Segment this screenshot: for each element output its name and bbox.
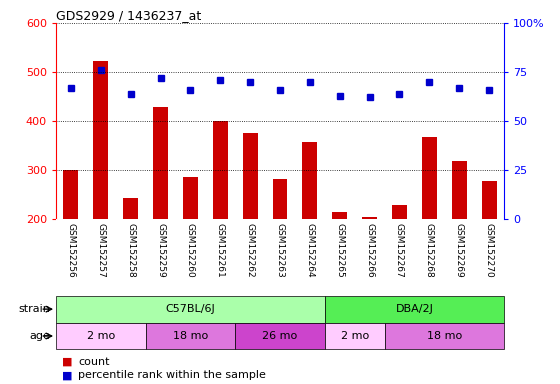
Bar bbox=[422, 137, 437, 219]
Text: GSM152263: GSM152263 bbox=[276, 223, 284, 278]
Text: GSM152270: GSM152270 bbox=[484, 223, 493, 278]
Bar bbox=[273, 179, 287, 219]
Text: 18 mo: 18 mo bbox=[173, 331, 208, 341]
Bar bbox=[56, 296, 325, 323]
Text: age: age bbox=[30, 331, 50, 341]
Text: 18 mo: 18 mo bbox=[427, 331, 462, 341]
Text: GSM152265: GSM152265 bbox=[335, 223, 344, 278]
Bar bbox=[146, 323, 235, 349]
Text: ■: ■ bbox=[62, 370, 72, 381]
Bar bbox=[332, 212, 347, 219]
Bar bbox=[153, 107, 168, 219]
Text: 2 mo: 2 mo bbox=[340, 331, 369, 341]
Text: ■: ■ bbox=[62, 356, 72, 367]
Text: GSM152269: GSM152269 bbox=[455, 223, 464, 278]
Text: GSM152261: GSM152261 bbox=[216, 223, 225, 278]
Text: GSM152268: GSM152268 bbox=[425, 223, 434, 278]
Text: 26 mo: 26 mo bbox=[263, 331, 297, 341]
Bar bbox=[362, 217, 377, 219]
Text: GSM152266: GSM152266 bbox=[365, 223, 374, 278]
Bar bbox=[242, 133, 258, 219]
Bar bbox=[385, 323, 504, 349]
Text: GSM152267: GSM152267 bbox=[395, 223, 404, 278]
Text: percentile rank within the sample: percentile rank within the sample bbox=[78, 370, 266, 381]
Bar bbox=[94, 61, 108, 219]
Bar bbox=[482, 181, 497, 219]
Text: GSM152264: GSM152264 bbox=[305, 223, 314, 277]
Text: GSM152260: GSM152260 bbox=[186, 223, 195, 278]
Bar bbox=[123, 198, 138, 219]
Text: GDS2929 / 1436237_at: GDS2929 / 1436237_at bbox=[56, 9, 201, 22]
Text: count: count bbox=[78, 356, 110, 367]
Text: 2 mo: 2 mo bbox=[87, 331, 115, 341]
Bar bbox=[325, 296, 504, 323]
Text: DBA/2J: DBA/2J bbox=[395, 304, 433, 314]
Bar bbox=[213, 121, 228, 219]
Text: GSM152262: GSM152262 bbox=[246, 223, 255, 277]
Bar bbox=[63, 170, 78, 219]
Bar bbox=[392, 205, 407, 219]
Bar bbox=[452, 161, 466, 219]
Text: GSM152257: GSM152257 bbox=[96, 223, 105, 278]
Text: C57BL/6J: C57BL/6J bbox=[166, 304, 215, 314]
Text: strain: strain bbox=[18, 304, 50, 314]
Text: GSM152258: GSM152258 bbox=[126, 223, 135, 278]
Bar bbox=[235, 323, 325, 349]
Text: GSM152256: GSM152256 bbox=[67, 223, 76, 278]
Text: GSM152259: GSM152259 bbox=[156, 223, 165, 278]
Bar bbox=[325, 323, 385, 349]
Bar bbox=[56, 323, 146, 349]
Bar bbox=[183, 177, 198, 219]
Bar bbox=[302, 142, 318, 219]
